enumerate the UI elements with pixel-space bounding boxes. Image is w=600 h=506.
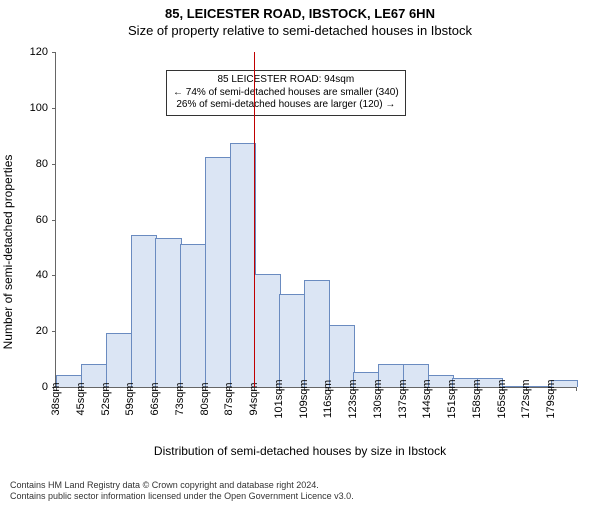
x-tick-label: 116sqm [322, 380, 334, 418]
chart-container: Number of semi-detached properties 85 LE… [0, 42, 600, 462]
histogram-bar [106, 333, 132, 387]
y-tick-label: 60 [36, 214, 48, 226]
y-tick-label: 100 [30, 102, 48, 114]
x-tick-label: 158sqm [471, 379, 483, 418]
x-tick-label: 144sqm [421, 379, 433, 418]
x-tick-label: 172sqm [520, 379, 532, 418]
footer-line-2: Contains public sector information licen… [10, 491, 354, 502]
histogram-bar [205, 157, 231, 387]
x-tick-label: 45sqm [75, 382, 87, 415]
y-tick-label: 20 [36, 325, 48, 337]
histogram-bar [329, 325, 355, 387]
histogram-bar [131, 235, 157, 387]
x-axis-label: Distribution of semi-detached houses by … [0, 444, 600, 458]
y-tick-label: 120 [30, 46, 48, 58]
y-axis-label: Number of semi-detached properties [1, 155, 15, 350]
y-tick [52, 52, 56, 53]
x-tick-label: 38sqm [50, 382, 62, 415]
x-tick-label: 80sqm [199, 382, 211, 415]
y-tick-label: 80 [36, 158, 48, 170]
y-tick-label: 40 [36, 269, 48, 281]
histogram-bar [254, 274, 280, 387]
x-tick-label: 165sqm [496, 379, 508, 418]
x-tick-label: 109sqm [298, 379, 310, 418]
x-tick-label: 130sqm [372, 379, 384, 418]
histogram-bar [279, 294, 305, 387]
footer-line-1: Contains HM Land Registry data © Crown c… [10, 480, 354, 491]
x-tick-label: 179sqm [545, 379, 557, 418]
histogram-bar [304, 280, 330, 387]
x-tick-label: 101sqm [273, 379, 285, 418]
page-subtitle: Size of property relative to semi-detach… [0, 23, 600, 38]
annotation-line-3: 26% of semi-detached houses are larger (… [173, 99, 399, 112]
x-tick-label: 94sqm [248, 382, 260, 415]
x-tick-label: 137sqm [397, 379, 409, 418]
x-tick-label: 87sqm [223, 382, 235, 415]
x-tick-label: 59sqm [124, 382, 136, 415]
y-tick-label: 0 [42, 381, 48, 393]
histogram-bar [230, 143, 256, 387]
x-tick-label: 123sqm [347, 379, 359, 418]
x-tick-label: 66sqm [149, 382, 161, 415]
x-tick-label: 151sqm [446, 379, 458, 418]
footer-attribution: Contains HM Land Registry data © Crown c… [10, 480, 354, 502]
x-tick-label: 73sqm [174, 382, 186, 415]
y-tick [52, 275, 56, 276]
histogram-bar [180, 244, 206, 387]
plot-area: 85 LEICESTER ROAD: 94sqm ← 74% of semi-d… [55, 52, 576, 388]
y-tick [52, 108, 56, 109]
reference-line [254, 52, 255, 387]
annotation-box: 85 LEICESTER ROAD: 94sqm ← 74% of semi-d… [166, 70, 406, 116]
annotation-line-1: 85 LEICESTER ROAD: 94sqm [173, 74, 399, 87]
x-tick [576, 387, 577, 391]
y-tick [52, 220, 56, 221]
y-tick [52, 164, 56, 165]
x-tick-label: 52sqm [100, 382, 112, 415]
y-tick [52, 331, 56, 332]
histogram-bar [155, 238, 181, 387]
page-title: 85, LEICESTER ROAD, IBSTOCK, LE67 6HN [0, 6, 600, 21]
annotation-line-2: ← 74% of semi-detached houses are smalle… [173, 87, 399, 100]
